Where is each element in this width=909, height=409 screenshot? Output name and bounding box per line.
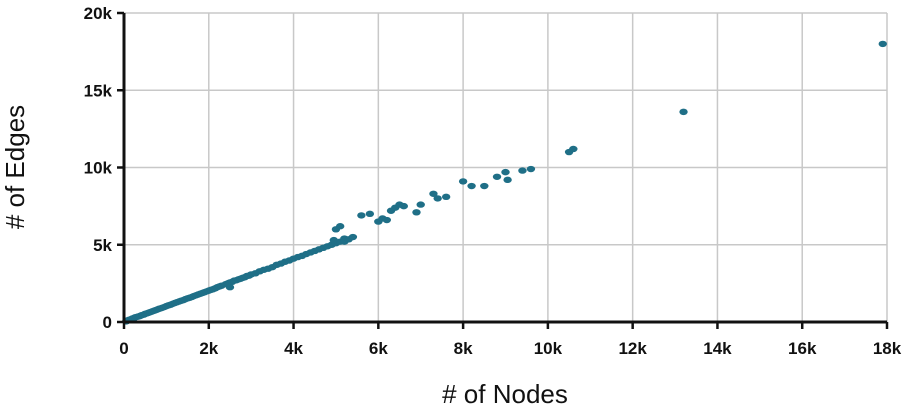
data-point xyxy=(878,40,887,48)
x-tick-label: 18k xyxy=(873,339,902,358)
x-tick-labels: 0 2k 4k 6k 8k 10k 12k 14k 16k 18k xyxy=(119,339,901,358)
x-tick-label: 4k xyxy=(284,339,303,358)
y-tick-label: 5k xyxy=(93,236,112,255)
x-axis-title: # of Nodes xyxy=(442,379,568,409)
data-point xyxy=(518,167,527,174)
data-point xyxy=(399,202,408,210)
data-point xyxy=(503,176,512,184)
y-tick-label: 15k xyxy=(84,81,113,100)
x-tick-label: 2k xyxy=(199,339,218,358)
data-point xyxy=(458,178,468,185)
data-point xyxy=(501,168,510,176)
data-point xyxy=(569,145,578,153)
data-point xyxy=(329,236,339,244)
grid-lines xyxy=(124,12,888,322)
y-tick-labels: 0 5k 10k 15k 20k xyxy=(84,4,113,332)
data-point xyxy=(480,182,489,190)
y-tick-label: 20k xyxy=(84,4,113,23)
data-point xyxy=(526,165,536,173)
y-tick-label: 0 xyxy=(103,313,112,332)
data-point xyxy=(335,223,345,230)
data-point xyxy=(492,173,502,180)
data-point xyxy=(429,190,438,197)
data-points xyxy=(121,40,887,325)
x-tick-label: 8k xyxy=(454,339,473,358)
data-point xyxy=(416,201,425,208)
x-tick-label: 16k xyxy=(788,339,817,358)
x-tick-label: 12k xyxy=(618,339,647,358)
data-point xyxy=(225,284,235,291)
y-axis-title: # of Edges xyxy=(0,105,30,229)
data-point xyxy=(382,216,392,224)
x-tick-label: 6k xyxy=(369,339,388,358)
data-point xyxy=(679,108,688,116)
y-tick-label: 10k xyxy=(84,159,113,178)
x-tick-label: 14k xyxy=(703,339,732,358)
data-point xyxy=(433,195,442,202)
data-point xyxy=(412,209,421,216)
data-point xyxy=(441,193,451,201)
x-tick-label: 0 xyxy=(119,339,128,358)
axes xyxy=(117,11,889,329)
data-point xyxy=(467,182,476,190)
x-tick-label: 10k xyxy=(534,339,563,358)
data-point xyxy=(357,212,366,219)
data-point xyxy=(348,233,358,241)
data-point xyxy=(365,210,375,218)
